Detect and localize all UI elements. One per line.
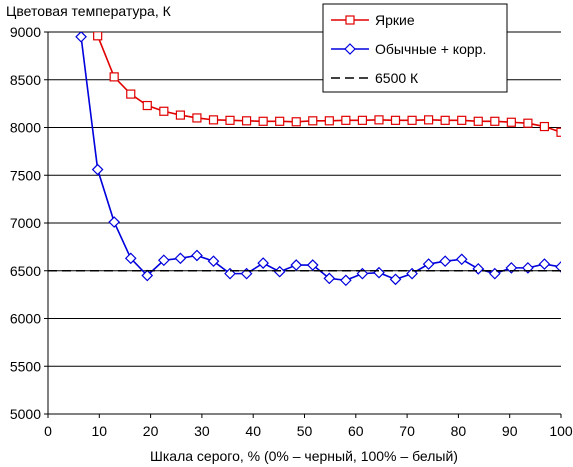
data-point-2-30 bbox=[555, 261, 561, 273]
data-point-1-3 bbox=[126, 89, 136, 99]
x-axis-label: Шкала серого, % (0% – черный, 100% – бел… bbox=[150, 448, 458, 464]
data-point-1-22 bbox=[440, 115, 450, 125]
data-point-2-5 bbox=[141, 269, 154, 282]
y-tick-label-6000: 6000 bbox=[10, 311, 41, 327]
x-tick-label-10: 10 bbox=[92, 423, 108, 439]
data-point-2-23 bbox=[439, 255, 452, 268]
data-point-2-14 bbox=[290, 259, 303, 271]
data-point-1-28 bbox=[539, 121, 550, 132]
y-tick-label-7500: 7500 bbox=[10, 167, 41, 183]
data-point-2-17 bbox=[339, 274, 352, 287]
data-point-2-8 bbox=[191, 249, 203, 262]
y-tick-label-8500: 8500 bbox=[10, 72, 41, 88]
series-1 bbox=[93, 32, 561, 137]
data-point-2-6 bbox=[157, 254, 170, 267]
data-point-1-27 bbox=[523, 118, 533, 128]
data-point-1-1 bbox=[93, 32, 103, 41]
data-point-1-9 bbox=[225, 115, 235, 125]
data-point-2-2 bbox=[91, 163, 104, 176]
legend: Яркие Обычные + корр. 6500 К bbox=[322, 3, 508, 93]
x-tick-label-70: 70 bbox=[399, 423, 415, 439]
y-tick-label-7000: 7000 bbox=[10, 215, 41, 231]
data-point-2-15 bbox=[306, 259, 319, 271]
data-point-1-21 bbox=[423, 115, 434, 125]
x-tick-label-40: 40 bbox=[245, 423, 261, 439]
x-tick-label-90: 90 bbox=[502, 423, 518, 439]
legend-label-1: Яркие bbox=[375, 12, 415, 28]
data-point-1-5 bbox=[159, 106, 169, 116]
data-point-2-13 bbox=[273, 265, 286, 278]
data-point-2-19 bbox=[373, 266, 385, 279]
data-point-1-15 bbox=[324, 116, 334, 126]
x-tick-label-60: 60 bbox=[348, 423, 364, 439]
data-point-1-16 bbox=[341, 115, 351, 125]
data-point-2-9 bbox=[207, 255, 220, 268]
data-point-1-2 bbox=[109, 72, 119, 82]
legend-marker-2 bbox=[344, 43, 356, 55]
data-point-1-23 bbox=[457, 115, 467, 125]
data-point-2-4 bbox=[124, 252, 137, 265]
data-point-2-3 bbox=[108, 216, 121, 228]
y-tick-label-5500: 5500 bbox=[10, 358, 41, 374]
data-point-1-6 bbox=[175, 110, 186, 120]
legend-label-2: Обычные + корр. bbox=[375, 41, 486, 57]
data-point-2-25 bbox=[472, 262, 485, 275]
data-point-2-27 bbox=[505, 262, 518, 274]
data-point-1-17 bbox=[357, 115, 368, 125]
legend-marker-1 bbox=[345, 15, 355, 25]
y-tick-label-6500: 6500 bbox=[10, 263, 41, 279]
data-point-2-12 bbox=[257, 257, 270, 269]
x-tick-label-30: 30 bbox=[194, 423, 210, 439]
data-point-2-29 bbox=[538, 258, 551, 270]
series-layer bbox=[48, 32, 561, 287]
x-tick-label-100: 100 bbox=[549, 423, 573, 439]
axes bbox=[44, 31, 562, 418]
series-2 bbox=[75, 32, 561, 287]
data-point-1-20 bbox=[407, 115, 417, 125]
data-point-1-26 bbox=[506, 117, 516, 127]
y-tick-label-8000: 8000 bbox=[10, 120, 41, 136]
x-tick-label-0: 0 bbox=[44, 423, 52, 439]
data-point-1-8 bbox=[208, 115, 219, 125]
data-point-1-24 bbox=[473, 116, 483, 126]
data-point-1-12 bbox=[275, 116, 285, 126]
x-tick-label-20: 20 bbox=[143, 423, 159, 439]
data-point-1-29 bbox=[556, 127, 561, 137]
y-tick-label-5000: 5000 bbox=[10, 406, 41, 422]
data-point-1-18 bbox=[374, 115, 384, 125]
data-point-2-22 bbox=[422, 258, 435, 270]
data-point-1-25 bbox=[490, 116, 500, 126]
y-tick-label-9000: 9000 bbox=[10, 24, 41, 40]
x-tick-label-80: 80 bbox=[451, 423, 467, 439]
data-point-2-24 bbox=[455, 253, 468, 266]
data-point-1-13 bbox=[291, 117, 301, 127]
data-point-2-7 bbox=[174, 252, 187, 265]
x-tick-label-50: 50 bbox=[297, 423, 313, 439]
data-point-2-1 bbox=[75, 32, 87, 43]
data-point-2-20 bbox=[389, 273, 402, 286]
data-point-1-14 bbox=[308, 116, 318, 126]
data-point-1-10 bbox=[241, 116, 252, 126]
data-point-2-16 bbox=[323, 272, 336, 285]
data-point-1-4 bbox=[142, 100, 152, 111]
legend-label-3: 6500 К bbox=[375, 70, 419, 86]
tick-labels: 5000 5500 6000 6500 7000 7500 8000 8500 9000 0 10 2… bbox=[10, 24, 573, 439]
data-point-1-7 bbox=[192, 113, 202, 123]
data-point-1-11 bbox=[258, 116, 268, 126]
y-axis-label: Цветовая температура, К bbox=[6, 3, 172, 19]
data-point-1-19 bbox=[390, 115, 401, 125]
